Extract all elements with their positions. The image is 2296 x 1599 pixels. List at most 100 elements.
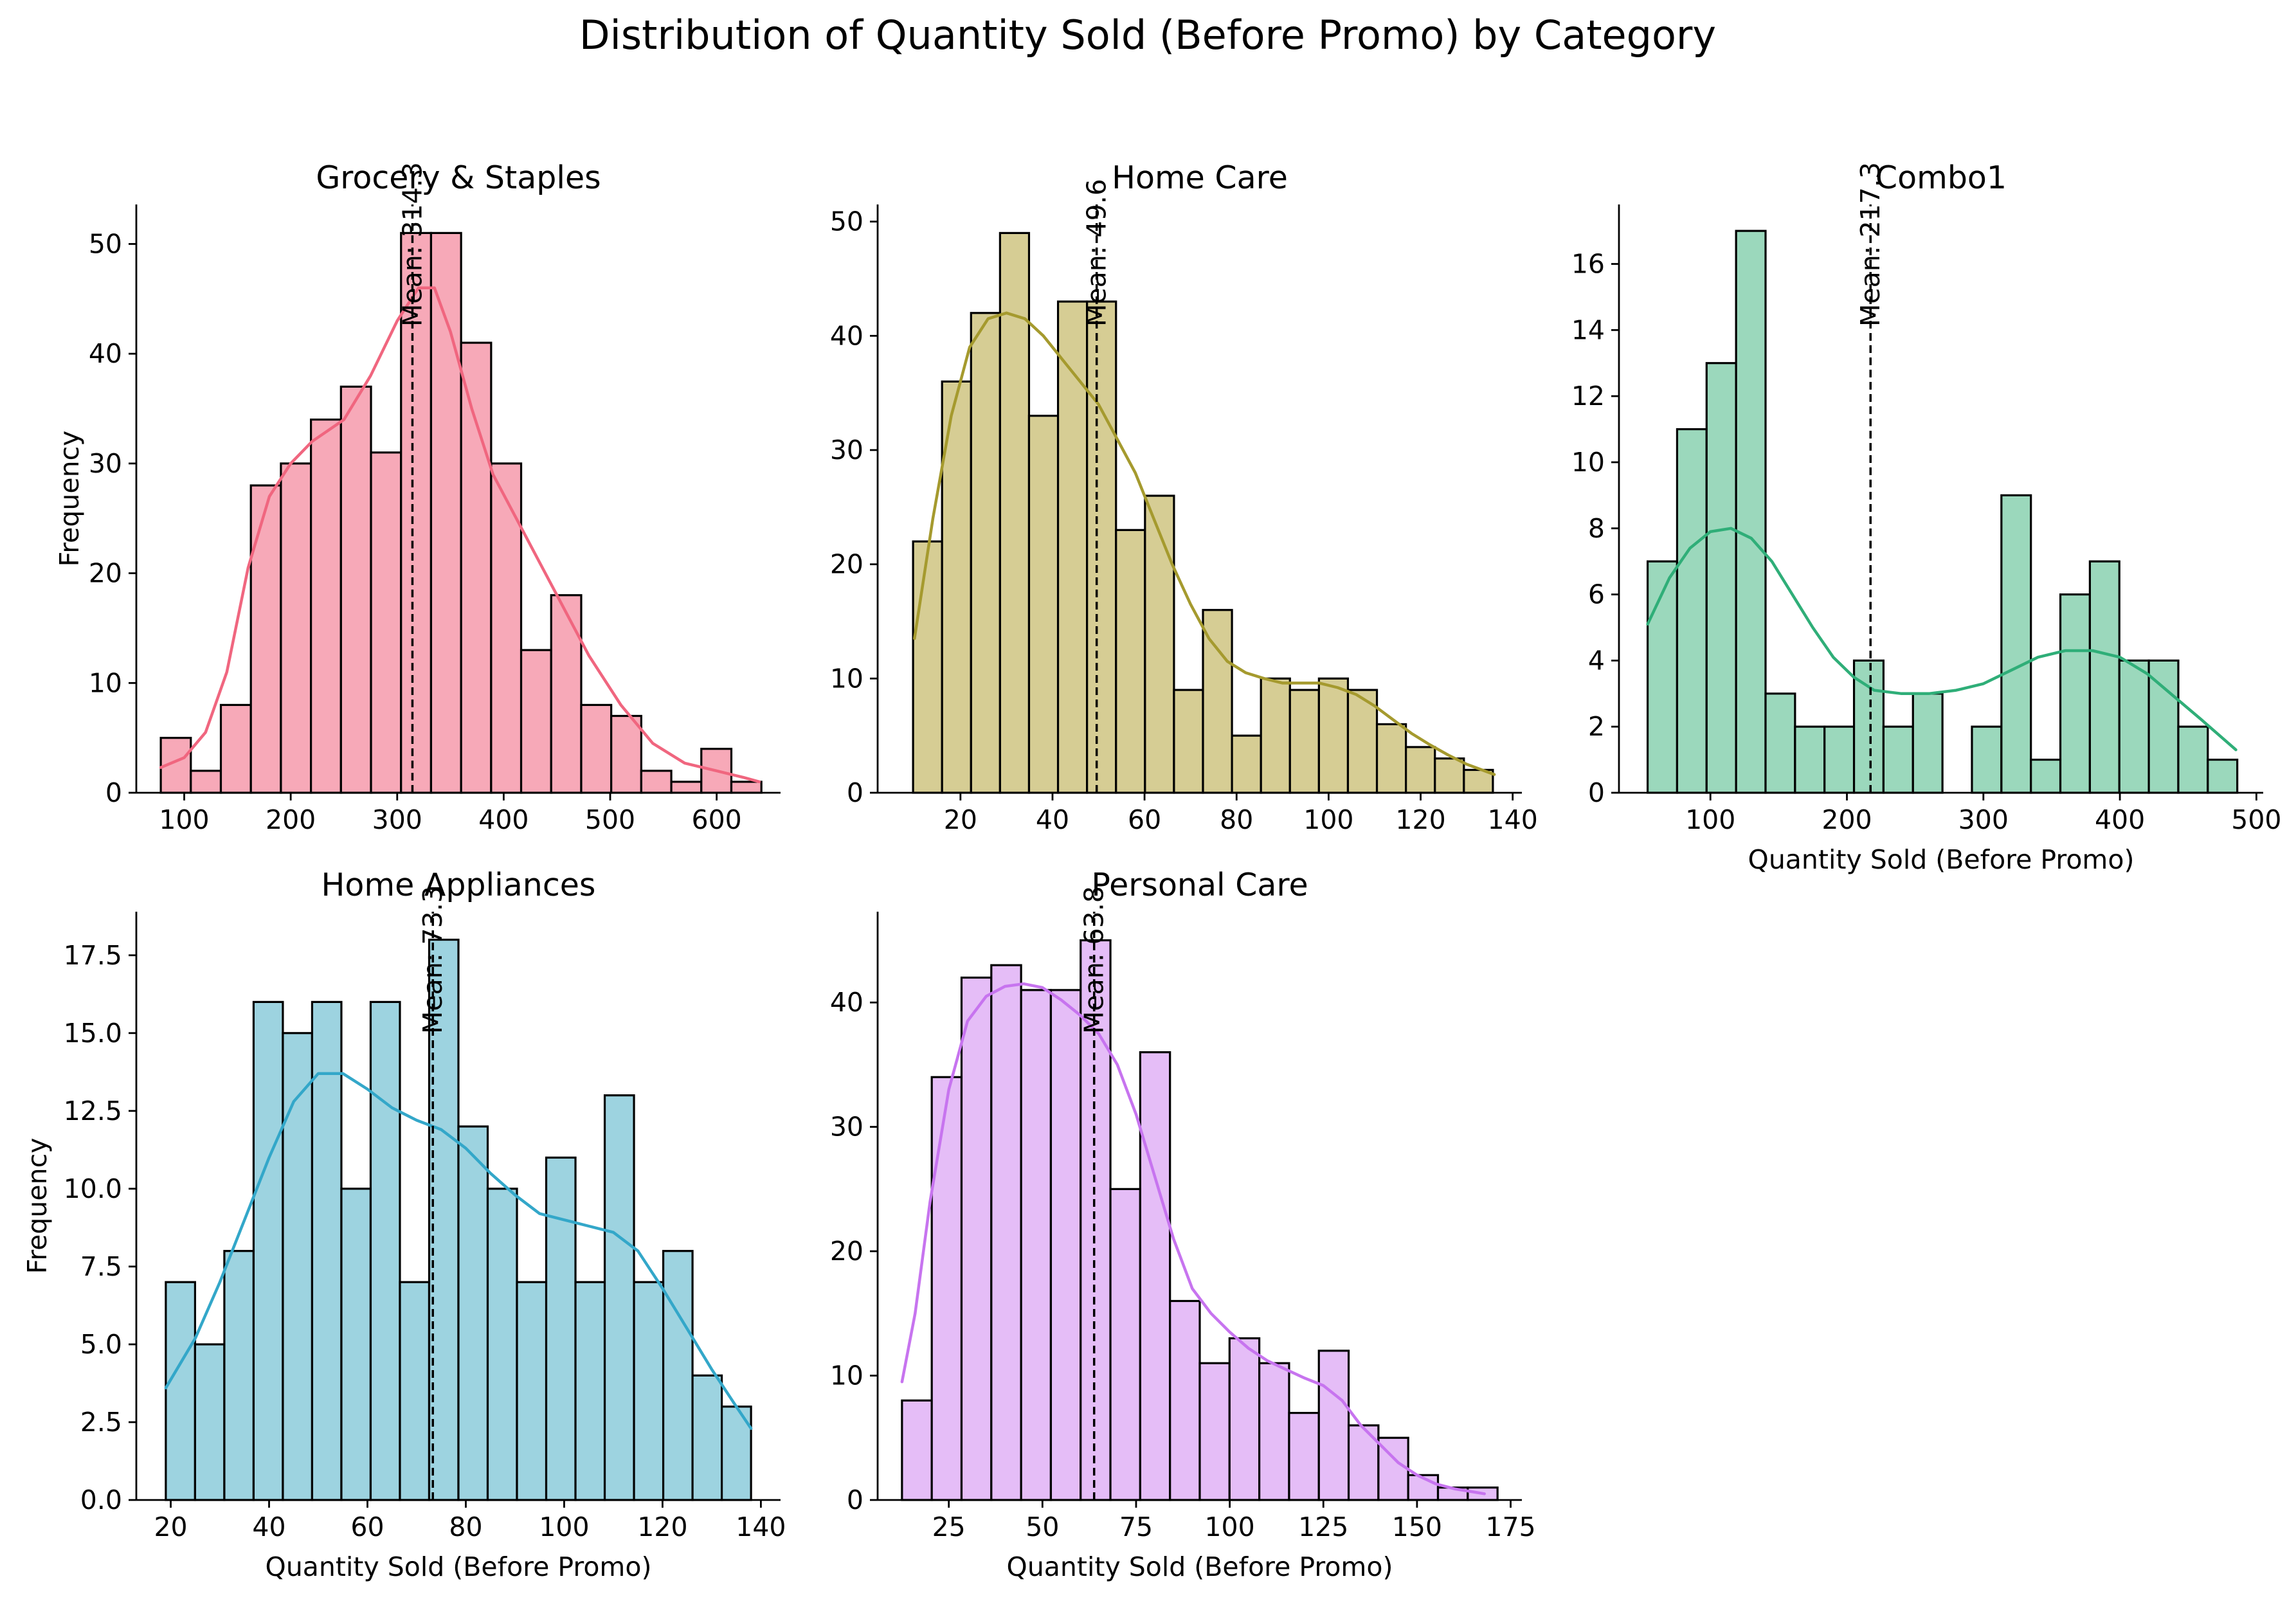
histogram-bar [399,1281,431,1501]
x-tick-label: 100 [159,804,209,835]
histogram-bar [640,770,673,794]
histogram-bar [662,1250,694,1501]
histogram-bar [912,540,943,794]
histogram-bar [2177,725,2209,794]
x-tick-label: 100 [539,1512,589,1542]
histogram-bar [580,703,613,794]
subplot-3: Mean: 217.3 100 200 300 400 500 0 2 4 6 8 10 12 14 16 C… [1571,159,2282,875]
x-axis-label: Quantity Sold (Before Promo) [1748,844,2135,875]
y-axis-label: Frequency [54,431,85,567]
x-tick-label: 60 [1128,804,1161,835]
histogram-bar [1027,415,1060,794]
x-tick-label: 20 [154,1512,187,1542]
histogram-bars [1646,230,2239,794]
x-tick-label: 300 [1958,804,2009,835]
histogram-bar [1198,1362,1231,1501]
histogram-bar [1288,689,1320,794]
histogram-bar [633,1281,665,1501]
histogram-bar [1086,300,1117,794]
subplot-title: Home Appliances [321,867,596,903]
x-tick-label: 20 [944,804,977,835]
histogram-bars [159,231,763,794]
histogram-bar [1228,1337,1261,1501]
y-tick-label: 10.0 [64,1173,122,1204]
histogram-bar [901,1399,933,1501]
x-tick-label: 100 [1303,804,1353,835]
histogram-bar [970,312,1001,794]
y-tick-label: 20 [830,549,863,580]
x-tick-label: 600 [691,804,741,835]
histogram-bar [1260,677,1291,794]
y-tick-label: 50 [89,228,122,259]
histogram-bar [194,1343,226,1501]
subplot-title: Combo1 [1876,159,2007,196]
x-axis-label: Quantity Sold (Before Promo) [266,1551,652,1582]
histogram-bar [2059,593,2091,794]
histogram-bar [603,1094,635,1501]
histogram-bar [1823,725,1856,794]
x-tick-label: 120 [637,1512,687,1542]
histogram-bar [2088,560,2120,794]
histogram-bar [1971,725,2003,794]
y-tick-label: 0 [847,777,863,808]
histogram-bar [219,703,252,794]
subplot-1: Mean: 314.3 100 200 300 400 500 600 0 10 20 30 40 50… [54,159,781,835]
histogram-bar [520,649,552,794]
histogram-bar [339,385,372,794]
histogram-bar [1056,300,1089,794]
kde-curve [900,982,1486,1495]
histogram-bar [960,976,993,1501]
x-tick-label: 200 [266,804,316,835]
y-tick-label: 2 [1588,711,1605,742]
x-tick-label: 140 [1488,804,1538,835]
subplot-2: Mean: 49.6 20 40 60 80 100 120 140 0 10 20 30 40 50 Ho… [830,159,1538,835]
histogram-bars [901,939,1499,1501]
y-tick-label: 15.0 [64,1018,122,1049]
histogram-bars [912,231,1494,794]
histogram-bar [1169,1299,1201,1501]
y-tick-label: 16 [1571,249,1605,280]
x-tick-label: 400 [2095,804,2145,835]
histogram-bar [1705,362,1737,794]
histogram-bar [490,462,523,794]
histogram-bar [1049,989,1082,1501]
kde-curve [159,286,761,784]
subplot-title: Personal Care [1091,867,1308,903]
histogram-bar [1258,1362,1290,1501]
y-tick-label: 30 [89,448,122,479]
y-tick-label: 4 [1588,645,1605,676]
histogram-bar [1676,428,1708,794]
x-tick-label: 150 [1392,1512,1442,1542]
x-ticks: 100 200 300 400 500 600 [159,793,742,835]
y-tick-label: 17.5 [64,940,122,971]
y-tick-label: 10 [89,667,122,698]
y-tick-label: 0.0 [80,1485,122,1515]
histogram-bar [1231,734,1262,794]
histogram-bar [1139,1051,1171,1501]
y-tick-label: 0 [847,1485,863,1515]
y-tick-label: 10 [1571,447,1605,478]
y-ticks: 0.0 2.5 5.0 7.5 10.0 12.5 15.0 17.5 [64,940,136,1515]
histogram-bar [282,1032,314,1501]
histogram-bar [1375,723,1407,794]
mean-label: Mean: 49.6 [1081,179,1112,327]
histogram-bar [610,714,642,794]
histogram-bar [516,1281,548,1501]
histogram-bar [370,451,402,794]
y-tick-label: 20 [89,558,122,589]
y-tick-label: 30 [830,435,863,465]
x-tick-label: 100 [1204,1512,1254,1542]
y-axis-label: Frequency [22,1138,53,1274]
histogram-bar [457,1125,489,1501]
mean-label: Mean: 73.3 [417,886,448,1034]
histogram-bar [1173,689,1204,794]
histogram-bar [249,484,282,794]
histogram-bar [1288,1411,1320,1501]
x-tick-label: 120 [1395,804,1445,835]
histogram-bar [1202,609,1233,794]
histogram-bar [1317,677,1350,794]
x-ticks: 100 200 300 400 500 [1685,793,2282,835]
y-ticks: 0 10 20 30 40 50 [89,228,136,808]
y-ticks: 0 2 4 6 8 10 12 14 16 [1571,249,1619,808]
x-tick-label: 40 [1036,804,1069,835]
